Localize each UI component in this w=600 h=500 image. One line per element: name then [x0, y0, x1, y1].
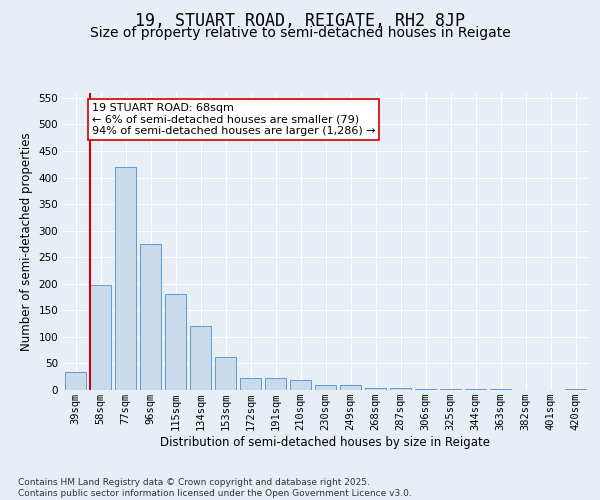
- Bar: [215, 357, 236, 390]
- Bar: [265, 378, 286, 390]
- Bar: [140, 244, 161, 390]
- Bar: [240, 378, 261, 390]
- Text: Size of property relative to semi-detached houses in Reigate: Size of property relative to semi-detach…: [89, 26, 511, 40]
- Bar: [340, 385, 361, 390]
- Bar: [315, 385, 336, 390]
- Text: 19, STUART ROAD, REIGATE, RH2 8JP: 19, STUART ROAD, REIGATE, RH2 8JP: [135, 12, 465, 30]
- Text: Contains HM Land Registry data © Crown copyright and database right 2025.
Contai: Contains HM Land Registry data © Crown c…: [18, 478, 412, 498]
- X-axis label: Distribution of semi-detached houses by size in Reigate: Distribution of semi-detached houses by …: [161, 436, 491, 449]
- Bar: [65, 372, 86, 390]
- Bar: [90, 286, 111, 390]
- Bar: [115, 167, 136, 390]
- Y-axis label: Number of semi-detached properties: Number of semi-detached properties: [20, 132, 33, 350]
- Bar: [365, 388, 386, 390]
- Bar: [415, 389, 436, 390]
- Bar: [390, 388, 411, 390]
- Bar: [290, 380, 311, 390]
- Bar: [165, 294, 186, 390]
- Bar: [190, 326, 211, 390]
- Text: 19 STUART ROAD: 68sqm
← 6% of semi-detached houses are smaller (79)
94% of semi-: 19 STUART ROAD: 68sqm ← 6% of semi-detac…: [92, 103, 376, 136]
